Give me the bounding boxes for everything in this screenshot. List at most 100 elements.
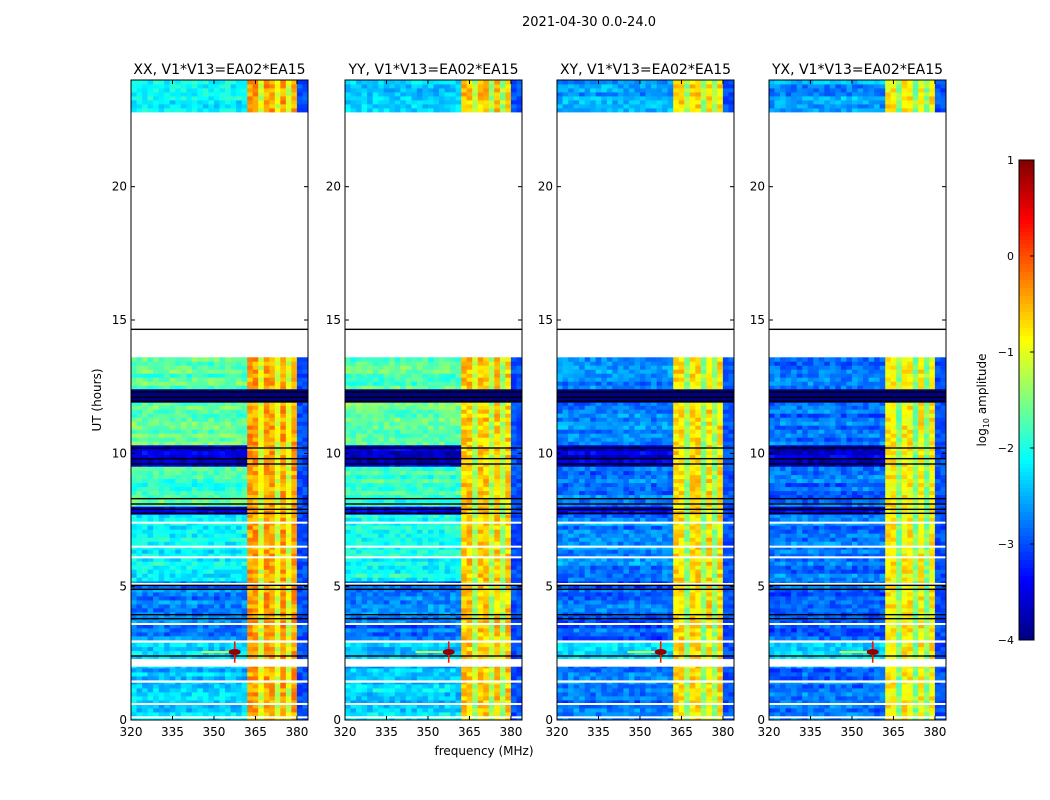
heatmap-cell xyxy=(131,561,137,566)
heatmap-cell xyxy=(169,676,176,681)
heatmap-cell xyxy=(247,668,254,673)
heatmap-cell xyxy=(296,441,303,446)
heatmap-cell xyxy=(394,96,401,101)
heatmap-cell xyxy=(258,672,265,677)
heatmap-cell xyxy=(164,108,171,113)
heatmap-cell xyxy=(164,437,171,442)
heatmap-cell xyxy=(516,454,523,460)
heatmap-cell xyxy=(372,402,379,406)
heatmap-cell xyxy=(516,84,523,89)
heatmap-cell xyxy=(169,100,176,105)
heatmap-cell xyxy=(247,437,254,442)
heatmap-cell xyxy=(175,642,182,648)
heatmap-cell xyxy=(241,385,248,390)
heatmap-cell xyxy=(236,482,242,488)
heatmap-cell xyxy=(153,486,159,492)
heatmap-cell xyxy=(291,390,298,396)
heatmap-cell xyxy=(428,417,434,422)
heatmap-cell xyxy=(389,377,396,382)
heatmap-cell xyxy=(488,390,495,396)
heatmap-cell xyxy=(136,389,143,391)
heatmap-cell xyxy=(180,84,187,89)
heatmap-cell xyxy=(411,104,418,109)
heatmap-cell xyxy=(356,377,362,382)
heatmap-cell xyxy=(296,100,303,105)
heatmap-cell xyxy=(505,96,512,101)
heatmap-cell xyxy=(142,565,148,570)
heatmap-cell xyxy=(510,450,517,456)
heatmap-cell xyxy=(345,462,351,468)
heatmap-cell xyxy=(400,385,407,390)
heatmap-cell xyxy=(450,108,456,113)
heatmap-cell xyxy=(136,514,143,518)
heatmap-cell xyxy=(136,553,143,558)
heatmap-cell xyxy=(488,377,495,382)
heatmap-cell xyxy=(350,389,357,391)
heatmap-cell xyxy=(356,498,362,504)
heatmap-cell xyxy=(269,490,276,496)
heatmap-cell xyxy=(444,441,451,446)
heatmap-cell xyxy=(466,390,473,396)
heatmap-cell xyxy=(186,361,193,366)
heatmap-cell xyxy=(428,450,434,456)
heatmap-cell xyxy=(494,482,501,488)
heatmap-cell xyxy=(461,425,468,430)
heatmap-cell xyxy=(455,104,462,109)
heatmap-cell xyxy=(488,402,495,406)
heatmap-cell xyxy=(499,494,506,500)
heatmap-cell xyxy=(230,654,237,660)
heatmap-cell xyxy=(263,688,270,693)
heatmap-cell xyxy=(494,478,501,484)
heatmap-cell xyxy=(153,565,159,570)
heatmap-cell xyxy=(466,100,473,105)
heatmap-cell xyxy=(274,537,281,542)
heatmap-cell xyxy=(169,92,176,97)
heatmap-cell xyxy=(367,462,373,468)
heatmap-cell xyxy=(164,688,171,693)
heatmap-cell xyxy=(285,486,292,492)
heatmap-cell xyxy=(361,482,368,488)
heatmap-cell xyxy=(191,454,198,460)
heatmap-cell xyxy=(302,525,309,530)
heatmap-cell xyxy=(274,108,281,113)
heatmap-cell xyxy=(269,441,276,446)
heatmap-cell xyxy=(302,696,309,701)
heatmap-cell xyxy=(389,437,396,442)
heatmap-cell xyxy=(180,80,187,85)
heatmap-cell xyxy=(477,357,484,362)
heatmap-cell xyxy=(505,413,512,418)
heatmap-cell xyxy=(169,454,176,460)
heatmap-cell xyxy=(208,577,215,582)
heatmap-cell xyxy=(230,80,237,85)
heatmap-cell xyxy=(383,108,390,113)
heatmap-cell xyxy=(450,357,456,362)
heatmap-cell xyxy=(136,498,143,504)
flagged-row xyxy=(131,716,308,719)
heatmap-cell xyxy=(433,437,440,442)
heatmap-cell xyxy=(505,108,512,113)
heatmap-cell xyxy=(164,429,171,434)
heatmap-cell xyxy=(400,450,407,456)
heatmap-cell xyxy=(472,377,479,382)
heatmap-cell xyxy=(236,92,242,97)
heatmap-cell xyxy=(428,557,434,562)
heatmap-cell xyxy=(252,708,259,713)
heatmap-cell xyxy=(280,604,287,609)
heatmap-cell xyxy=(494,381,501,386)
heatmap-cell xyxy=(350,365,357,370)
heatmap-cell xyxy=(175,569,182,574)
heatmap-cell xyxy=(247,700,254,705)
heatmap-cell xyxy=(247,696,254,701)
heatmap-cell xyxy=(269,712,276,717)
heatmap-cell xyxy=(164,441,171,446)
heatmap-cell xyxy=(361,569,368,574)
heatmap-cell xyxy=(202,557,209,562)
heatmap-cell xyxy=(136,502,143,508)
heatmap-cell xyxy=(472,389,479,391)
heatmap-cell xyxy=(186,561,193,566)
heatmap-cell xyxy=(208,708,215,713)
heatmap-cell xyxy=(291,541,298,546)
heatmap-cell xyxy=(378,498,385,504)
heatmap-cell xyxy=(455,405,462,410)
heatmap xyxy=(345,80,523,721)
